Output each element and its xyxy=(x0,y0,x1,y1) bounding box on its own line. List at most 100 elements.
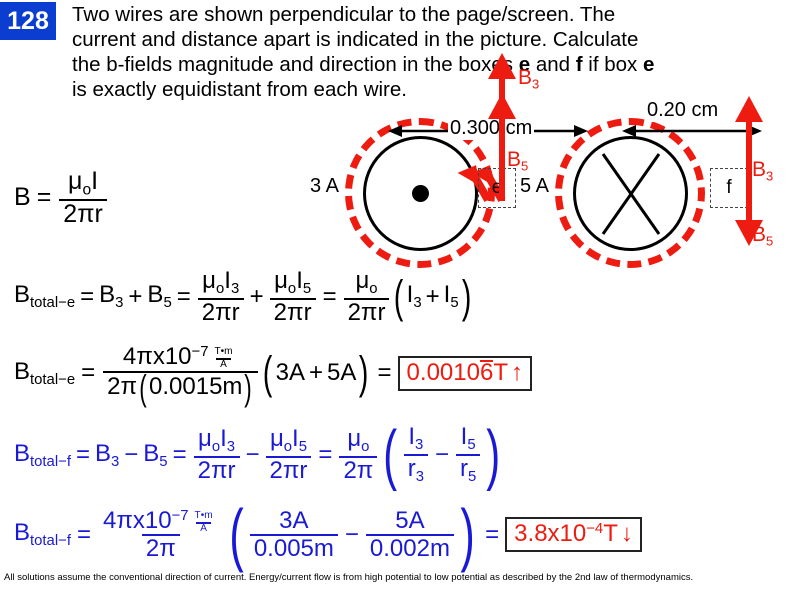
box-f-b3-subscript: 3 xyxy=(766,168,774,184)
eq-fn-denominator: 2π xyxy=(141,534,180,561)
eq-e-paren-open: ( xyxy=(394,270,404,322)
box-f-label: f xyxy=(726,177,732,198)
eq-f-minus-3: − xyxy=(435,440,450,468)
eq-f-fraction-1: μoI3 2πr xyxy=(193,426,240,483)
eq-en-main-fraction: 4πx10−7 T•m A 2π(0.0015m) xyxy=(103,344,259,405)
box-e-b5-label: B5 xyxy=(507,148,528,174)
eq-f-b5: B5 xyxy=(143,439,168,470)
eq-en-term-1: 3A xyxy=(275,359,305,387)
eq-e-fraction-1: μoI3 2πr xyxy=(197,268,244,325)
eq-f-ratio-2: I5 r5 xyxy=(456,424,481,486)
dimension-label-left: 0.300 cm xyxy=(448,117,535,140)
box-e-b3-label: B3 xyxy=(518,66,539,92)
prompt-line-3: the b-fields magnitude and direction in … xyxy=(72,52,790,77)
prompt-box-f-ref: f xyxy=(575,53,583,76)
eq-en-coefficient: 4πx10 xyxy=(122,343,192,370)
eq-en-exponent: −7 xyxy=(191,343,209,360)
eq-e-lhs-subscript: total−e xyxy=(30,295,76,312)
current-out-of-page-dot-icon xyxy=(412,185,429,202)
base-formula-lhs: B xyxy=(14,182,31,211)
equation-total-f-numeric: Btotal−f = 4πx10−7 T•m A 2π ( 3A 0.005m − … xyxy=(14,495,642,573)
answer-e-mantissa: 0.0010 xyxy=(406,358,480,386)
answer-f-exponent: −4 xyxy=(586,520,604,537)
wire-field-diagram: 3 A 5 A 0.300 cm 0.20 cm e xyxy=(300,53,800,268)
eq-f-paren-open: ( xyxy=(383,417,398,493)
eq-fn-paren-open: ( xyxy=(229,495,244,573)
eq-en-equals-2: = xyxy=(377,359,392,387)
eq-f-equals-1: = xyxy=(75,440,90,468)
problem-statement: Two wires are shown perpendicular to the… xyxy=(72,2,790,102)
dimension-label-right: 0.20 cm xyxy=(645,99,721,122)
eq-e-equals-1: = xyxy=(80,282,95,310)
prompt-line-2: current and distance apart is indicated … xyxy=(72,28,639,51)
answer-e-unit: T xyxy=(493,358,508,386)
eq-f-minus-1: − xyxy=(124,440,139,468)
answer-f-unit: T xyxy=(603,520,618,548)
eq-e-b5: B5 xyxy=(147,281,172,312)
prompt-line-1: Two wires are shown perpendicular to the… xyxy=(72,3,616,26)
box-f-b3-label: B3 xyxy=(752,158,773,184)
eq-en-paren-open: ( xyxy=(263,347,273,399)
box-f-b5-subscript: 5 xyxy=(766,233,774,249)
mu-subscript: o xyxy=(82,181,92,199)
eq-f-lhs: Btotal−f xyxy=(14,439,71,470)
slide-number-text: 128 xyxy=(7,6,49,35)
box-e-b3-symbol: B xyxy=(518,66,533,89)
prompt-line-3-a: the b-fields magnitude and direction in … xyxy=(72,53,519,76)
eq-fn-main-fraction: 4πx10−7 T•m A 2π xyxy=(99,508,223,562)
answer-box-f: 3.8x10−4T ↓ xyxy=(505,517,642,553)
eq-e-paren-close: ) xyxy=(461,270,471,322)
equation-total-e-numeric: Btotal−e = 4πx10−7 T•m A 2π(0.0015m) ( 3A … xyxy=(14,344,532,405)
box-e-b5-subscript: 5 xyxy=(521,158,529,174)
base-formula-equals: = xyxy=(36,182,52,211)
prompt-line-4: is exactly equidistant from each wire. xyxy=(72,78,407,101)
base-formula-denominator: 2πr xyxy=(59,198,107,227)
eq-e-fraction-3: μo 2πr xyxy=(343,268,390,325)
answer-e-repeating-digit: 6 xyxy=(479,358,494,386)
footnote: All solutions assume the conventional di… xyxy=(4,572,694,583)
box-e-b5-symbol: B xyxy=(507,148,522,171)
eq-f-paren-close: ) xyxy=(486,417,501,493)
base-formula: B = μoI 2πr xyxy=(14,168,109,227)
eq-e-b3: B3 xyxy=(99,281,124,312)
equation-total-e-symbolic: Btotal−e = B3 + B5 = μoI3 2πr + μoI5 2πr… xyxy=(14,268,474,325)
eq-e-lhs: Btotal−e xyxy=(14,281,75,311)
equation-total-f-symbolic: Btotal−f = B3 − B5 = μoI3 2πr − μoI5 2πr… xyxy=(14,417,505,493)
current-into-page-x-icon xyxy=(601,153,661,235)
eq-en-unit-fraction: T•m A xyxy=(214,346,233,371)
eq-e-plus-3: + xyxy=(425,282,440,310)
current-symbol: I xyxy=(91,167,99,195)
eq-f-b3: B3 xyxy=(94,439,120,470)
eq-en-numerator: 4πx10−7 T•m A xyxy=(119,344,243,371)
slide-number-badge: 128 xyxy=(0,2,56,40)
eq-fn-term-1: 3A 0.005m xyxy=(249,508,338,561)
eq-e-i3: I3 xyxy=(406,281,422,312)
eq-fn-minus: − xyxy=(344,520,359,548)
box-e-label: e xyxy=(491,177,503,198)
mu-symbol: μ xyxy=(68,167,83,195)
right-wire-field-circle-icon xyxy=(555,118,705,268)
box-f-b3-symbol: B xyxy=(752,158,767,181)
box-f-b5-label: B5 xyxy=(752,223,773,249)
box-e-field-arrow-icon xyxy=(488,53,516,201)
eq-e-equals-3: = xyxy=(322,282,337,310)
answer-box-e: 0.00106T ↑ xyxy=(397,355,532,391)
eq-en-term-2: 5A xyxy=(326,359,357,387)
left-field-direction-arrow-icon xyxy=(457,165,492,202)
box-f-field-arrow-icon xyxy=(735,96,763,246)
eq-fn-unit-fraction: T•m A xyxy=(194,510,213,534)
eq-f-ratio-1: I3 r3 xyxy=(403,424,428,486)
eq-e-plus-1: + xyxy=(128,282,143,310)
eq-fn-paren-close: ) xyxy=(460,495,475,573)
box-f-b5-symbol: B xyxy=(752,223,767,246)
eq-fn-exponent: −7 xyxy=(171,507,189,524)
eq-f-minus-2: − xyxy=(245,440,260,468)
answer-f-mantissa: 3.8x10 xyxy=(514,520,587,548)
eq-f-fraction-3: μo 2π xyxy=(339,426,378,483)
base-formula-fraction: μoI 2πr xyxy=(59,167,107,227)
eq-e-i5: I5 xyxy=(443,281,459,312)
eq-e-fraction-2: μoI5 2πr xyxy=(269,268,316,325)
left-wire-current-label: 3 A xyxy=(310,175,339,197)
box-e: e xyxy=(478,168,516,208)
eq-e-plus-2: + xyxy=(249,282,264,310)
